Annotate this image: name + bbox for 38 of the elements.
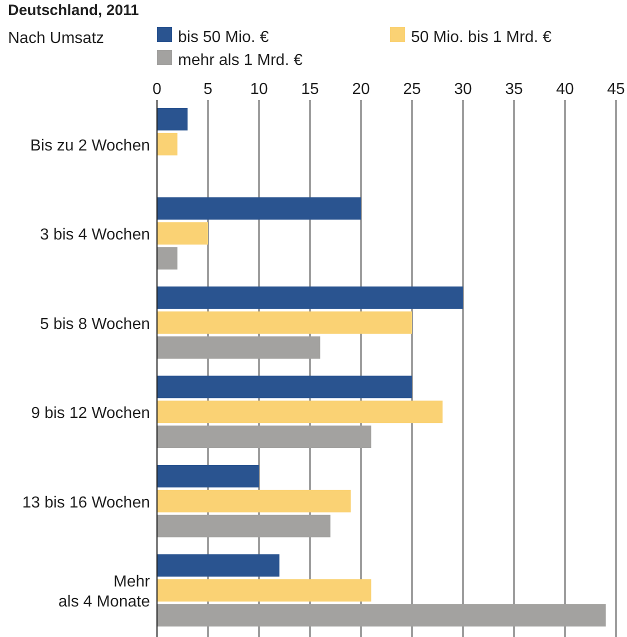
y-tick-label: Bis zu 2 Wochen [30,137,150,154]
bar [157,336,320,359]
x-tick-label: 30 [454,81,472,98]
bar [157,490,351,512]
x-tick-label: 45 [607,81,625,98]
x-tick-label: 40 [556,81,574,98]
x-tick-label: 0 [152,81,162,98]
x-tick-label: 15 [301,81,319,98]
x-tick-label: 10 [250,81,268,98]
bar [157,311,412,334]
x-tick-label: 25 [403,81,421,98]
y-tick-label: 5 bis 8 Wochen [40,316,150,333]
bar [157,376,412,398]
y-tick-label: 3 bis 4 Wochen [40,226,150,244]
legend-label: 50 Mio. bis 1 Mrd. € [411,29,552,46]
x-tick-label: 20 [352,81,370,98]
bar [157,286,463,309]
bar [157,108,188,130]
y-tick-label: 9 bis 12 Wochen [31,405,150,422]
legend-label: mehr als 1 Mrd. € [178,52,303,69]
bar [157,464,259,488]
bar [157,579,372,602]
bar [157,197,361,220]
bar [157,426,372,448]
bar [157,222,208,245]
bar [157,554,280,577]
x-tick-label: 35 [505,81,523,98]
y-tick-label: Mehr als 4 Monate [58,574,151,611]
y-tick-label: 13 bis 16 Wochen [22,494,150,512]
bar [157,604,606,626]
bar [157,132,178,156]
bar [157,247,178,270]
bar [157,514,330,538]
x-tick-label: 5 [204,81,213,98]
legend-title: Nach Umsatz [8,30,104,47]
bar [157,400,443,424]
chart-title: Deutschland, 2011 [8,2,139,19]
legend-label: bis 50 Mio. € [178,29,269,46]
